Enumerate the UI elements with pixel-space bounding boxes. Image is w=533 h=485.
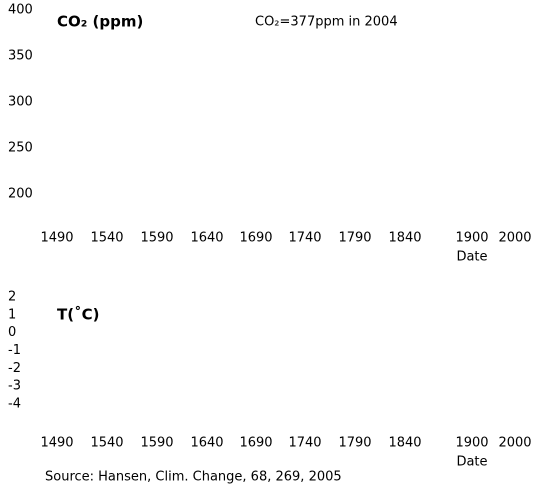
y-tick-label: 0 — [8, 325, 16, 340]
x-tick-label: 1690 — [239, 436, 272, 451]
y-tick-label: 400 — [8, 3, 33, 18]
x-tick-label: 1690 — [239, 231, 272, 246]
source: Source: Hansen, Clim. Change, 68, 269, 2… — [45, 470, 342, 485]
y-tick-label: -4 — [8, 397, 21, 412]
y-tick-label: -1 — [8, 343, 21, 358]
x-tick-label: 1640 — [190, 231, 223, 246]
x-tick-label: 2000 — [498, 231, 531, 246]
x-tick-label: 1540 — [90, 231, 123, 246]
x-tick-label: 1740 — [288, 231, 321, 246]
x-tick-label: 1790 — [338, 436, 371, 451]
x-tick-label: 1900 — [455, 436, 488, 451]
x-tick-label: 1490 — [40, 436, 73, 451]
y-tick-label: 350 — [8, 49, 33, 64]
y-tick-label: -3 — [8, 379, 21, 394]
x-tick-label: 1900 — [455, 231, 488, 246]
x-tick-label: 1790 — [338, 231, 371, 246]
x-tick-label: 1590 — [140, 231, 173, 246]
x-axis-label: Date — [456, 455, 487, 470]
x-tick-label: 1490 — [40, 231, 73, 246]
y-tick-label: 250 — [8, 141, 33, 156]
x-tick-label: 2000 — [498, 436, 531, 451]
y-tick-label: -2 — [8, 361, 21, 376]
x-tick-label: 1740 — [288, 436, 321, 451]
x-tick-label: 1640 — [190, 436, 223, 451]
y-tick-label: 200 — [8, 187, 33, 202]
y-tick-label: 300 — [8, 95, 33, 110]
annotation: CO₂=377ppm in 2004 — [255, 15, 398, 30]
x-tick-label: 1840 — [388, 436, 421, 451]
x-tick-label: 1590 — [140, 436, 173, 451]
y-tick-label: 2 — [8, 290, 16, 305]
x-axis-label: Date — [456, 250, 487, 265]
y-tick-label: 1 — [8, 307, 16, 322]
chart-title: CO₂ (ppm) — [57, 13, 143, 31]
x-tick-label: 1840 — [388, 231, 421, 246]
chart-title: T(˚C) — [57, 306, 99, 324]
x-tick-label: 1540 — [90, 436, 123, 451]
